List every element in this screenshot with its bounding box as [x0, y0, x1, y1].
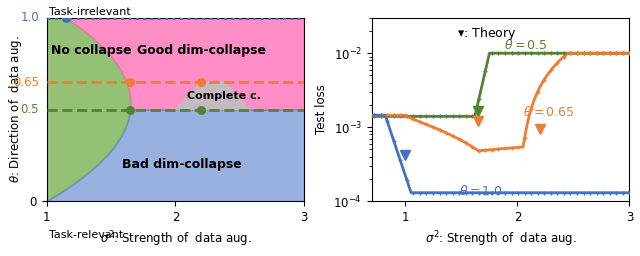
- X-axis label: $\sigma^2$: Strength of  data aug.: $\sigma^2$: Strength of data aug.: [100, 229, 252, 249]
- Text: No collapse: No collapse: [51, 44, 132, 57]
- Text: Good dim-collapse: Good dim-collapse: [136, 44, 266, 57]
- Text: Bad dim-collapse: Bad dim-collapse: [122, 158, 242, 171]
- Text: Complete c.: Complete c.: [188, 91, 261, 101]
- Y-axis label: Test loss: Test loss: [315, 85, 328, 134]
- Text: 0.65: 0.65: [13, 76, 39, 89]
- Text: $\theta = 0.5$: $\theta = 0.5$: [504, 38, 548, 52]
- Polygon shape: [175, 82, 250, 110]
- Y-axis label: $\theta$: Direction of  data aug.: $\theta$: Direction of data aug.: [7, 36, 24, 183]
- Text: $\theta = 0.65$: $\theta = 0.65$: [523, 105, 575, 119]
- Text: Task-irrelevant: Task-irrelevant: [49, 7, 131, 17]
- Polygon shape: [47, 18, 131, 201]
- X-axis label: $\sigma^2$: Strength of  data aug.: $\sigma^2$: Strength of data aug.: [425, 229, 577, 249]
- Text: 0.5: 0.5: [20, 103, 39, 116]
- Text: $\blacktriangledown$: Theory: $\blacktriangledown$: Theory: [457, 25, 516, 42]
- Text: Task-relevant: Task-relevant: [49, 230, 124, 240]
- Text: 1.0: 1.0: [20, 12, 39, 24]
- Text: $\theta = 1.0$: $\theta = 1.0$: [459, 184, 503, 198]
